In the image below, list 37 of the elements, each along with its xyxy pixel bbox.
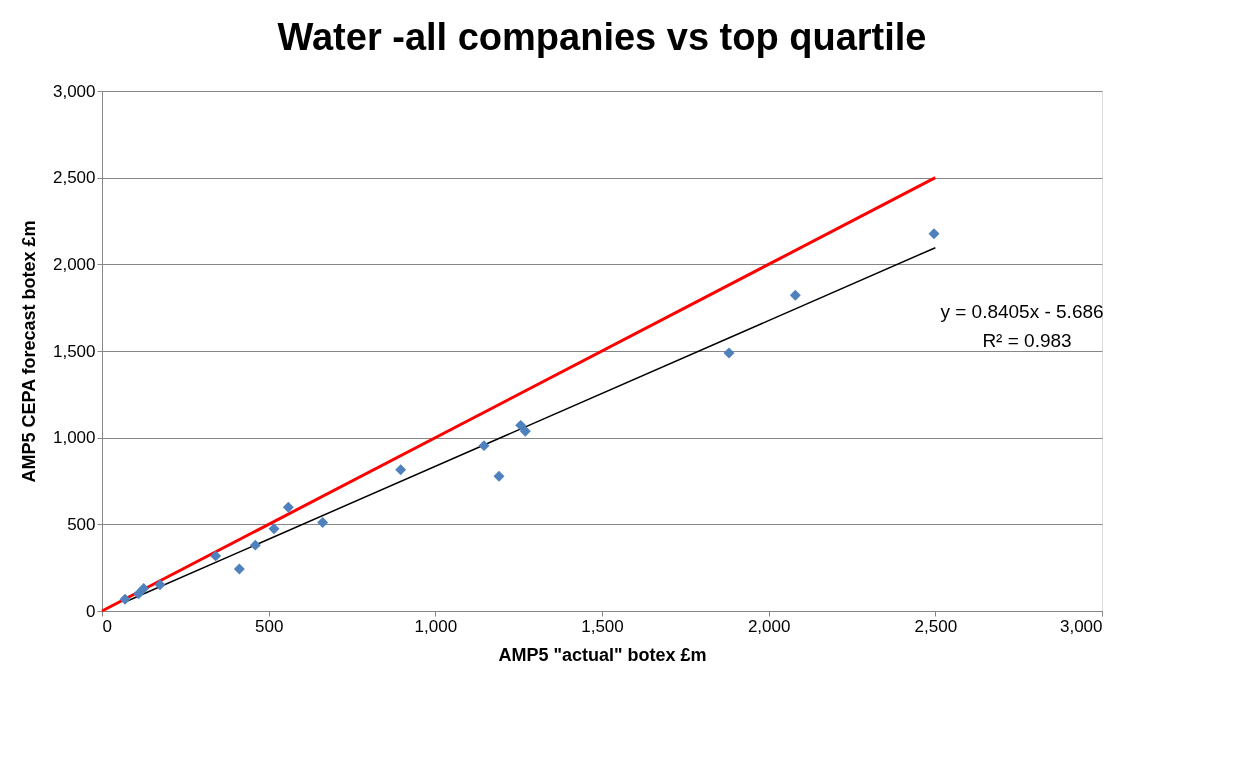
- point: [119, 593, 131, 605]
- y-tick-label: 0: [86, 601, 96, 621]
- x-tick-label: 500: [254, 616, 284, 636]
- point: [519, 425, 531, 437]
- point: [249, 539, 261, 551]
- point: [154, 579, 166, 591]
- point: [515, 419, 527, 431]
- point: [395, 464, 407, 476]
- point: [282, 501, 294, 513]
- point: [789, 289, 801, 301]
- point: [138, 582, 150, 594]
- x-tick-label: 1,000: [414, 616, 458, 636]
- point: [210, 550, 222, 562]
- x-tick-label: 2,500: [914, 616, 958, 636]
- x-tick-label: 3,000: [1059, 616, 1103, 636]
- annotation: y = 0.8405x - 5.686: [940, 301, 1104, 322]
- point: [928, 228, 940, 240]
- chart-title: Water -all companies vs top quartile: [277, 16, 927, 58]
- y-tick-label: 1,500: [52, 341, 96, 361]
- annotation: R² = 0.983: [982, 330, 1072, 351]
- x-tick-label: 0: [102, 616, 112, 636]
- y-tick-label: 3,000: [52, 81, 96, 101]
- y-tick-label: 500: [67, 514, 96, 534]
- point: [233, 563, 245, 575]
- point: [317, 516, 329, 528]
- y-tick-label: 2,500: [52, 168, 96, 188]
- x-tick-label: 1,500: [581, 616, 624, 636]
- x-tick-label: 2,000: [747, 616, 791, 636]
- point: [133, 588, 145, 600]
- x-axis-title: AMP5 "actual" botex £m: [498, 644, 707, 665]
- y-tick-label: 1,000: [52, 428, 96, 448]
- point: [478, 440, 490, 452]
- y-axis-title: AMP5 CEPA forecast botex £m: [18, 220, 39, 483]
- point: [723, 347, 735, 359]
- point: [268, 523, 280, 535]
- point: [493, 470, 505, 482]
- y-tick-label: 2,000: [52, 254, 96, 274]
